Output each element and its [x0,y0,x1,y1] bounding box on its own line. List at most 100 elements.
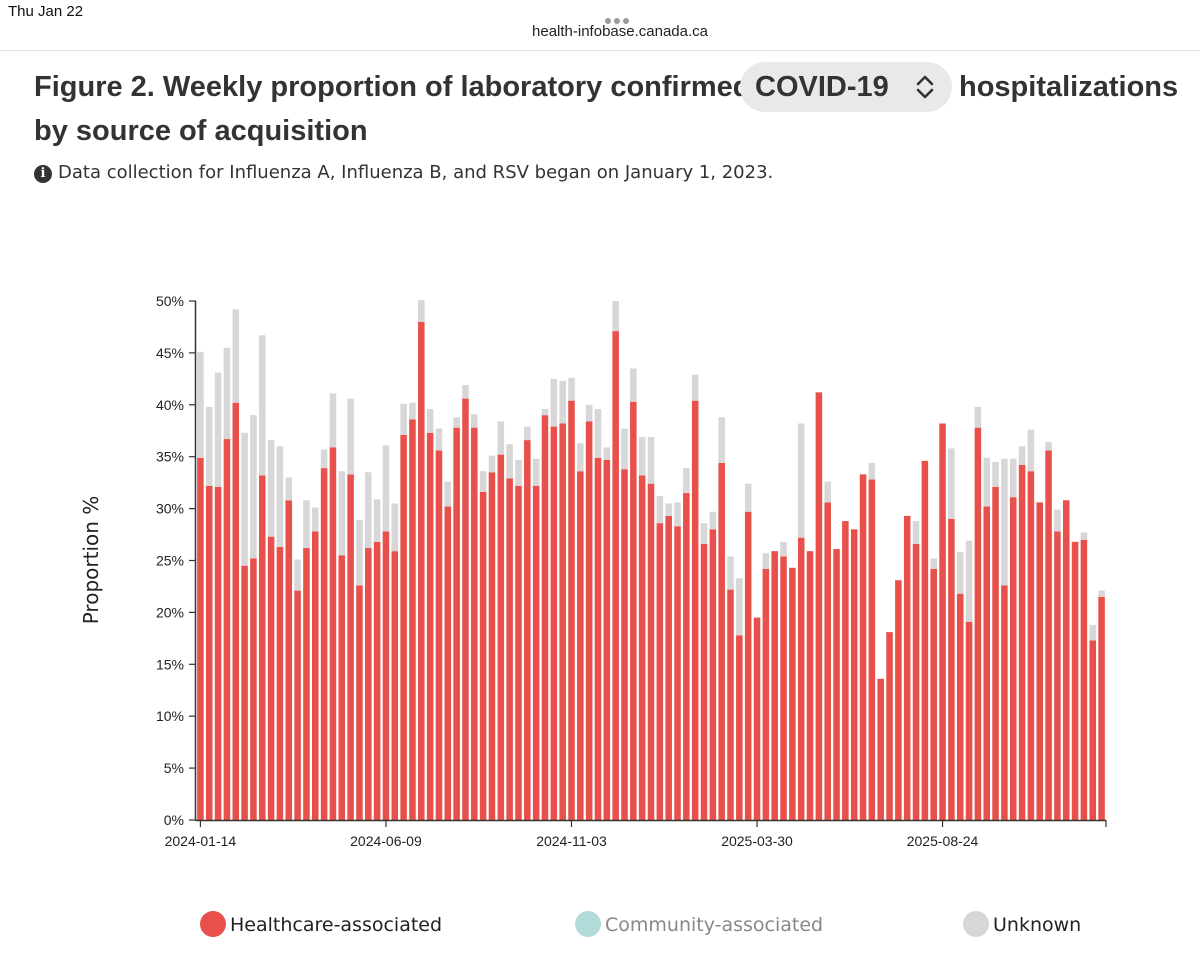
bar-unknown[interactable] [524,426,531,441]
bar-unknown[interactable] [223,347,231,440]
bar-unknown[interactable] [780,541,787,557]
bar-healthcare[interactable] [250,558,257,820]
bar-unknown[interactable] [258,335,266,476]
bar-unknown[interactable] [621,428,628,470]
bar-healthcare[interactable] [868,479,876,820]
bar-healthcare[interactable] [532,485,540,820]
bar-healthcare[interactable] [524,440,531,820]
bar-unknown[interactable] [1018,446,1026,465]
disease-select[interactable]: COVID-19 [740,62,952,112]
bar-healthcare[interactable] [409,419,416,820]
bar-unknown[interactable] [1054,509,1061,532]
bar-healthcare[interactable] [983,506,990,820]
bar-healthcare[interactable] [630,401,637,820]
bar-healthcare[interactable] [197,457,204,820]
bar-healthcare[interactable] [797,537,805,820]
bar-unknown[interactable] [577,443,584,472]
bar-healthcare[interactable] [276,547,284,820]
bar-healthcare[interactable] [939,423,946,820]
more-options-icon[interactable] [605,9,635,24]
bar-unknown[interactable] [744,483,752,512]
bar-healthcare[interactable] [930,568,937,820]
bar-healthcare[interactable] [877,678,884,820]
bar-unknown[interactable] [356,520,363,586]
bar-unknown[interactable] [382,445,390,532]
bar-healthcare[interactable] [214,486,222,820]
bar-unknown[interactable] [912,521,920,544]
bar-healthcare[interactable] [921,460,929,820]
bar-healthcare[interactable] [559,423,566,820]
bar-healthcare[interactable] [1098,596,1105,820]
bar-healthcare[interactable] [294,590,301,820]
bar-unknown[interactable] [532,458,540,486]
bar-healthcare[interactable] [382,531,390,820]
bar-healthcare[interactable] [859,474,867,820]
url-bar[interactable]: health-infobase.canada.ca [532,23,708,40]
bar-unknown[interactable] [1098,590,1105,597]
bar-unknown[interactable] [197,351,204,458]
bar-unknown[interactable] [585,404,593,422]
bar-healthcare[interactable] [479,491,487,820]
bar-healthcare[interactable] [488,472,496,820]
bar-healthcare[interactable] [903,515,911,820]
bar-healthcare[interactable] [1018,465,1026,820]
bar-unknown[interactable] [956,552,964,594]
bar-healthcare[interactable] [603,459,611,820]
bar-healthcare[interactable] [886,632,893,820]
bar-unknown[interactable] [391,503,399,552]
bar-unknown[interactable] [365,472,372,549]
bar-healthcare[interactable] [727,589,734,820]
bar-unknown[interactable] [656,496,664,524]
bar-healthcare[interactable] [1009,497,1017,820]
bar-unknown[interactable] [974,406,982,428]
bar-healthcare[interactable] [400,434,407,820]
bar-unknown[interactable] [303,500,310,549]
bar-healthcare[interactable] [1071,541,1079,820]
bar-unknown[interactable] [1045,442,1052,451]
bar-unknown[interactable] [1001,458,1008,586]
bar-healthcare[interactable] [700,543,708,820]
bar-unknown[interactable] [727,556,734,590]
bar-healthcare[interactable] [956,593,964,820]
bar-unknown[interactable] [426,408,434,433]
bar-healthcare[interactable] [992,486,999,820]
bar-healthcare[interactable] [205,485,213,820]
bar-unknown[interactable] [1089,624,1097,641]
bar-healthcare[interactable] [312,531,319,820]
bar-healthcare[interactable] [753,617,761,820]
bar-unknown[interactable] [568,377,575,401]
bar-healthcare[interactable] [638,475,646,820]
bar-healthcare[interactable] [1054,531,1061,820]
bar-unknown[interactable] [638,436,646,476]
bar-healthcare[interactable] [912,543,920,820]
bar-unknown[interactable] [603,447,611,460]
bar-healthcare[interactable] [842,521,849,820]
bar-healthcare[interactable] [691,400,699,820]
bar-unknown[interactable] [550,378,558,427]
bar-healthcare[interactable] [426,432,434,820]
bar-healthcare[interactable] [965,621,973,820]
bar-healthcare[interactable] [815,392,823,820]
bar-healthcare[interactable] [585,421,593,820]
bar-unknown[interactable] [250,415,257,559]
bar-healthcare[interactable] [329,447,337,820]
bar-unknown[interactable] [948,448,955,519]
bar-unknown[interactable] [797,423,805,538]
bar-healthcare[interactable] [497,454,505,820]
bar-unknown[interactable] [691,374,699,401]
bar-healthcare[interactable] [365,548,372,820]
bar-healthcare[interactable] [683,493,690,820]
bar-healthcare[interactable] [444,506,452,820]
bar-healthcare[interactable] [833,549,840,820]
bar-healthcare[interactable] [1080,539,1088,820]
bar-healthcare[interactable] [471,427,478,820]
bar-healthcare[interactable] [241,565,248,820]
bar-unknown[interactable] [992,461,999,487]
bar-unknown[interactable] [665,503,672,516]
bar-unknown[interactable] [320,449,328,469]
bar-healthcare[interactable] [824,502,831,820]
bar-unknown[interactable] [594,408,602,458]
bar-unknown[interactable] [965,540,973,622]
bar-unknown[interactable] [232,309,240,403]
bar-unknown[interactable] [762,553,770,569]
